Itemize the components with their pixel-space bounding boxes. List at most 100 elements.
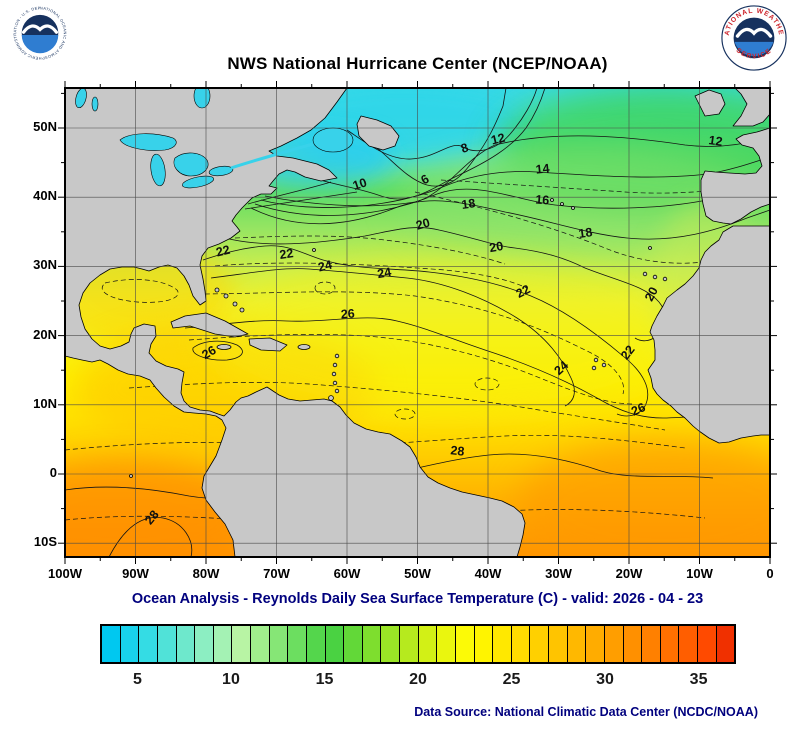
contour-label: 12 [490,131,507,148]
noaa-logo: NATIONAL OCEANIC AND ATMOSPHERIC ADMINIS… [8,4,66,60]
colorbar-cell [642,626,661,662]
lat-label: 0 [49,465,57,480]
colorbar-cell [288,626,307,662]
landmasses [65,88,770,557]
land-iberia-france [700,127,770,225]
lon-label: 10W [686,566,713,581]
land-hispaniola [248,337,288,352]
lon-label: 0 [766,566,774,581]
colorbar-cell [679,626,698,662]
colorbar-tick-label: 5 [132,671,142,688]
map-border [64,87,771,558]
contour-label: 22 [215,243,232,260]
noaa-seagull-icon [21,24,59,34]
lon-label: 30W [545,566,572,581]
islands [129,198,668,478]
colorbar-cell [474,626,494,662]
land-americas [65,88,526,557]
colorbar-cell [157,626,177,662]
sst-map: 10 6 8 12 12 14 16 18 18 20 20 20 22 22 22 22 24 24 24 26 26… [33,81,777,581]
colorbar-cell [306,626,326,662]
colorbar-cell [437,626,456,662]
contour-label: 18 [461,196,477,212]
colorbar-tick-label: 35 [689,671,708,688]
colorbar-cell [604,626,624,662]
colorbar-cell [623,626,643,662]
contour-label: 10 [351,175,369,193]
colorbar-cell [716,626,735,662]
colorbar-cell [660,626,680,662]
colorbar-cell [586,626,605,662]
lon-label: 70W [263,566,290,581]
land-newfoundland [356,115,400,151]
contour-label: 8 [459,140,470,156]
colorbar-cell [176,626,196,662]
colorbar-cell [493,626,512,662]
contour-label: 26 [629,400,647,418]
colorbar-tick-labels: 5 10 15 20 25 30 35 [100,671,736,693]
colorbar-cell [418,626,438,662]
colorbar-cell [102,626,121,662]
colorbar-tick-label: 20 [409,671,427,688]
colorbar-cell [400,626,419,662]
contour-label: 22 [618,343,638,363]
colorbar-cell [269,626,289,662]
lon-label: 50W [404,566,431,581]
contour-label: 14 [535,161,550,176]
colorbar-tick-label: 10 [222,671,240,688]
land-ireland [694,89,726,117]
contour-label: 18 [578,225,594,241]
colorbar-cell [455,626,475,662]
lon-label: 20W [615,566,643,581]
contour-label: 20 [414,215,431,232]
contour-label: 12 [708,133,724,149]
nws-logo: NATIONAL WEATHER SERVICE [720,4,787,71]
contour-label: 20 [488,239,504,255]
contour-label: 26 [199,343,218,362]
colorbar-tick-label: 25 [502,671,521,688]
land-africa [647,225,770,444]
colorbar-cell [232,626,251,662]
lat-label: 50N [33,119,57,134]
colorbar-cell [530,626,549,662]
lon-label: 60W [333,566,361,581]
land-uk [732,88,770,127]
lat-label: 10S [33,534,57,550]
colorbar-cell [251,626,270,662]
contour-label: 28 [450,443,465,458]
colorbar-cell [567,626,587,662]
contour-label: 16 [535,193,550,208]
colorbar-cell [381,626,400,662]
graticule [65,88,770,557]
lon-label: 40W [474,566,502,581]
colorbar-cell [139,626,158,662]
lat-label: 30N [33,257,57,273]
lat-label: 20N [33,326,57,342]
contour-label: 26 [340,307,355,322]
isotherm-contours-solid [65,88,770,557]
map-caption: Ocean Analysis - Reynolds Daily Sea Surf… [131,591,704,607]
nws-logo-sea [734,41,774,57]
contour-label: 22 [514,282,533,301]
colorbar-cell [325,626,345,662]
colorbar-tick-label: 15 [315,671,334,688]
colorbar-cell [120,626,140,662]
colorbar-cell [195,626,214,662]
colorbar [100,624,736,664]
noaa-logo-sea [21,35,59,54]
colorbar-cell [698,626,717,662]
lat-label: 10N [33,395,57,411]
page-title: NWS National Hurricane Center (NCEP/NOAA… [227,54,608,73]
colorbar-cell [344,626,363,662]
lon-label: 80W [192,566,220,581]
colorbar-cell [549,626,568,662]
data-source-text: Data Source: National Climatic Data Cent… [414,705,758,719]
colorbar-cell [213,626,233,662]
contour-label: 24 [317,258,334,275]
lon-label: 90W [122,566,149,581]
colorbar-tick-label: 30 [596,671,614,688]
contour-label: 22 [279,246,295,262]
